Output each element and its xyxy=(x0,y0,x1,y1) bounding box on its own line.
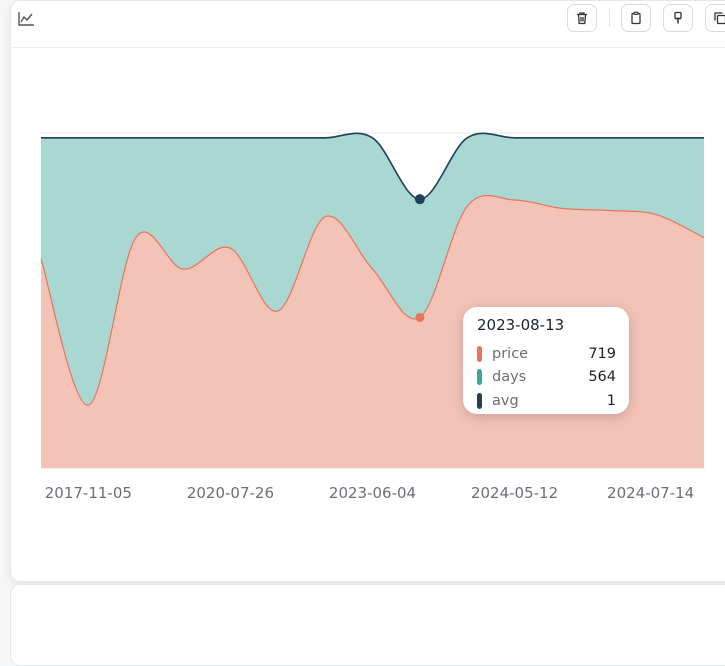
x-tick-label: 2024-05-12 xyxy=(471,484,558,502)
days-swatch xyxy=(477,369,482,385)
tooltip-series-name: days xyxy=(492,369,588,385)
tooltip-row-avg: avg 1 xyxy=(477,389,616,413)
tooltip-series-value: 564 xyxy=(588,369,616,385)
x-tick-label: 2024-07-14 xyxy=(607,484,694,502)
avg-point-marker xyxy=(415,194,425,204)
x-tick-label: 2023-06-04 xyxy=(329,484,416,502)
tooltip-series-value: 719 xyxy=(588,346,616,362)
tooltip-row-days: days 564 xyxy=(477,366,616,390)
price-swatch xyxy=(477,346,482,362)
x-tick-label: 2017-11-05 xyxy=(45,484,132,502)
tooltip-row-price: price 719 xyxy=(477,342,616,366)
x-tick-label: 2020-07-26 xyxy=(187,484,274,502)
tooltip-series-value: 1 xyxy=(607,393,616,409)
tooltip: 2023-08-13 price 719 days 564 avg 1 xyxy=(463,307,629,414)
price-point-marker xyxy=(415,313,424,322)
tooltip-date: 2023-08-13 xyxy=(477,316,616,334)
tooltip-series-name: avg xyxy=(492,393,607,409)
avg-swatch xyxy=(477,393,482,409)
tooltip-series-name: price xyxy=(492,346,588,362)
